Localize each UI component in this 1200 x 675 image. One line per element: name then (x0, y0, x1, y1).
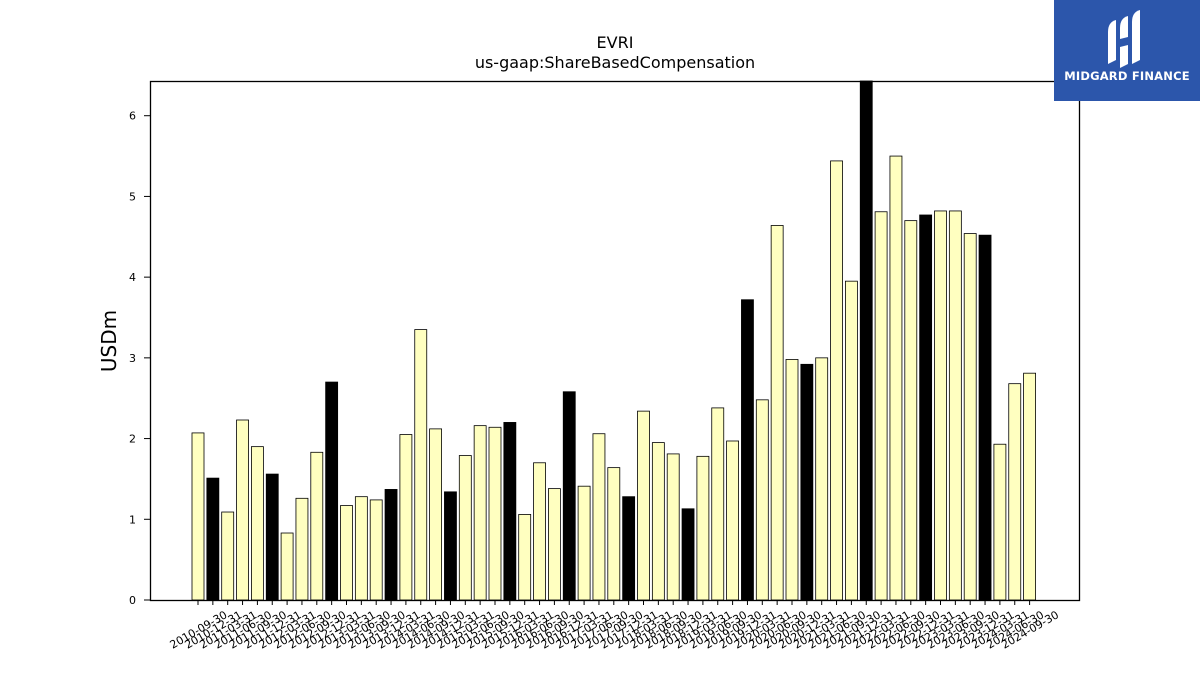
y-tick-label: 0 (129, 594, 136, 607)
bar-2015-12-31 (503, 422, 517, 601)
bar-2010-09-30 (191, 432, 205, 601)
bar-2018-03-31 (637, 410, 650, 601)
plot-frame (149, 80, 1081, 602)
bar-2013-03-31 (340, 505, 353, 601)
bar-2010-12-31 (206, 477, 220, 601)
bar-2014-12-31 (444, 491, 457, 601)
bar-2013-09-30 (369, 499, 383, 601)
bar-2016-12-31 (562, 391, 576, 601)
bars-group (191, 80, 1036, 601)
bar-2024-03-31 (993, 443, 1007, 601)
bar-2020-03-31 (755, 399, 769, 601)
y-axis-label: USDm (97, 310, 121, 372)
bar-2018-09-30 (666, 453, 680, 601)
bar-2015-03-31 (458, 455, 472, 601)
bar-2018-12-31 (681, 508, 695, 601)
bar-2022-09-30 (904, 220, 918, 601)
bar-2017-06-30 (592, 433, 606, 601)
bar-2021-06-30 (830, 160, 843, 601)
bar-2019-09-30 (726, 440, 739, 601)
y-axis: 0 1 2 3 4 5 6 (129, 110, 150, 607)
bar-2022-03-31 (874, 211, 888, 601)
bar-2023-06-30 (948, 210, 962, 601)
bar-2019-03-31 (696, 455, 710, 601)
brand-logo: MIDGARD FINANCE (1054, 0, 1200, 101)
y-tick-label: 5 (129, 190, 136, 203)
bar-2023-03-31 (934, 210, 947, 601)
bar-2024-09-30 (1023, 372, 1036, 601)
bar-2020-06-30 (770, 225, 784, 601)
bar-2022-12-31 (919, 214, 933, 601)
bar-2011-06-30 (236, 419, 249, 601)
bar-2011-09-30 (250, 446, 264, 601)
bar-2020-09-30 (785, 359, 799, 601)
bar-2022-06-30 (889, 155, 903, 601)
bar-2011-12-31 (265, 473, 279, 601)
bar-2013-06-30 (354, 496, 368, 601)
logo-text: MIDGARD FINANCE (1064, 69, 1190, 83)
x-axis: 2010-09-302010-12-312011-03-312011-06-30… (168, 600, 1061, 652)
y-tick-label: 6 (129, 110, 136, 123)
bar-2019-12-31 (741, 299, 754, 601)
bar-2016-09-30 (548, 488, 561, 601)
bar-2020-12-31 (800, 363, 814, 601)
bar-2024-06-30 (1008, 383, 1022, 601)
bar-2023-09-30 (963, 233, 977, 601)
bar-2017-09-30 (607, 467, 621, 601)
bar-2016-03-31 (518, 514, 532, 601)
chart-title: EVRI (597, 33, 634, 52)
bar-2011-03-31 (221, 511, 235, 601)
bar-2014-03-31 (399, 434, 413, 601)
bar-2012-06-30 (295, 497, 309, 601)
bar-2012-09-30 (310, 451, 324, 601)
bar-2017-12-31 (622, 496, 636, 601)
bar-2012-03-31 (280, 532, 294, 601)
bar-2018-06-30 (651, 442, 665, 601)
bar-2017-03-31 (577, 485, 591, 601)
y-tick-label: 2 (129, 433, 136, 446)
bar-2015-06-30 (473, 425, 487, 601)
chart-subtitle: us-gaap:ShareBasedCompensation (475, 53, 755, 72)
bar-2015-09-30 (488, 426, 502, 601)
bar-2013-12-31 (384, 489, 398, 601)
midgard-logo-icon (1108, 10, 1140, 68)
bar-2021-03-31 (815, 357, 829, 601)
bar-2019-06-30 (711, 407, 725, 601)
bar-2014-09-30 (429, 428, 443, 601)
y-tick-label: 3 (129, 352, 136, 365)
bar-2016-06-30 (533, 462, 546, 601)
bar-2023-12-31 (978, 234, 992, 601)
bar-2014-06-30 (414, 329, 428, 601)
bar-2021-09-30 (845, 280, 858, 601)
bar-2012-12-31 (325, 381, 339, 601)
y-tick-label: 1 (129, 513, 136, 526)
bar-2021-12-31 (859, 80, 873, 601)
y-tick-label: 4 (129, 271, 136, 284)
